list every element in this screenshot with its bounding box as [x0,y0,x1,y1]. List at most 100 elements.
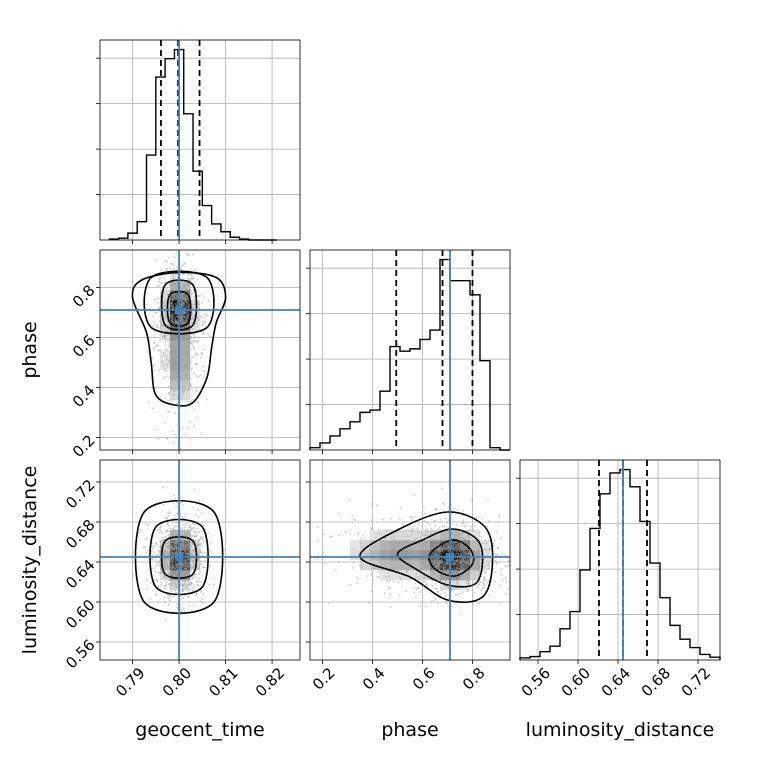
sample-point [172,441,175,444]
sample-point [180,364,183,366]
density-cell [390,570,401,581]
x-tick-label-phase: 0.2 [309,664,339,694]
sample-point [180,398,183,401]
sample-point [154,570,157,573]
contour-0 [359,511,494,603]
sample-point [185,589,188,591]
sample-point [387,551,390,553]
sample-point [183,580,186,583]
sample-point [422,561,425,564]
sample-point [172,501,174,504]
sample-point [175,360,178,363]
sample-point [437,565,440,568]
sample-point [410,527,413,530]
density-cell [430,530,441,541]
sample-point [156,285,159,287]
sample-point [172,304,175,307]
sample-point [186,540,189,542]
sample-point [439,550,442,552]
sample-point [507,587,509,590]
sample-point [179,360,182,362]
contour-2 [428,539,475,577]
sample-point [439,520,441,523]
sample-point [306,525,308,527]
sample-point [183,583,186,586]
sample-point [184,321,187,324]
sample-point [191,548,193,551]
sample-point [202,365,205,368]
sample-point [471,545,474,548]
sample-point [175,584,178,587]
sample-point [377,570,380,573]
sample-point [505,592,508,595]
sample-point [180,391,183,394]
sample-point [322,532,325,535]
sample-point [176,532,179,535]
sample-point [168,345,171,348]
sample-point [389,593,391,596]
sample-point [187,562,190,565]
sample-point [191,235,193,237]
sample-point [151,541,154,544]
sample-point [426,549,429,552]
sample-point [189,288,191,291]
sample-point [197,543,200,546]
sample-point [192,306,194,309]
sample-point [411,516,413,519]
sample-point [468,545,471,547]
sample-point [470,537,473,540]
sample-point [153,364,155,367]
sample-point [159,322,162,324]
sample-point [185,306,187,309]
sample-point [472,603,475,606]
density-cell [370,540,381,551]
sample-point [145,522,148,525]
sample-point [428,523,430,526]
sample-point [180,547,183,550]
sample-point [453,534,456,537]
sample-point [370,503,373,506]
sample-point [504,564,507,567]
sample-point [372,578,375,581]
sample-point [173,530,176,533]
sample-point [469,563,472,565]
sample-point [184,539,187,542]
sample-point [175,368,178,371]
sample-point [467,552,470,554]
sample-point [166,330,169,333]
sample-point [138,531,141,534]
sample-point [446,563,449,566]
sample-point [463,551,465,554]
sample-point [199,550,202,553]
sample-point [456,534,459,536]
sample-point [425,566,427,569]
sample-point [166,260,169,263]
density-cell [350,550,361,561]
density-cell [470,530,481,541]
sample-point [440,561,443,563]
sample-point [168,376,171,379]
sample-point [182,542,185,545]
sample-point [423,561,426,564]
sample-point [423,543,426,546]
sample-point [405,551,408,554]
sample-point [197,375,200,378]
sample-point [172,263,175,266]
sample-point [358,564,361,567]
sample-point [496,553,499,556]
sample-point [154,312,157,314]
sample-point [368,554,371,557]
sample-point [364,537,367,540]
density-cell [170,340,181,351]
sample-point [419,560,422,563]
sample-point [167,341,170,344]
sample-point [166,512,169,514]
sample-point [185,335,188,338]
sample-point [470,572,473,574]
sample-point [445,537,448,540]
sample-point [484,579,487,582]
sample-point [205,314,207,317]
sample-point [500,568,503,570]
sample-point [157,297,159,300]
sample-point [171,363,174,366]
